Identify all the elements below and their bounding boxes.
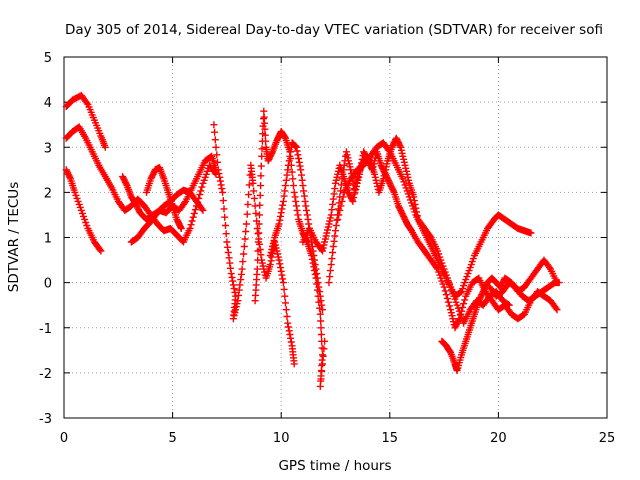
y-tick-label: 3 xyxy=(44,141,52,156)
y-tick-label: 1 xyxy=(44,232,52,247)
trace-2 xyxy=(62,123,220,246)
x-tick-label: 25 xyxy=(599,431,616,446)
x-tick-label: 5 xyxy=(168,431,176,446)
trace-3 xyxy=(62,166,105,255)
x-tick-label: 15 xyxy=(382,431,399,446)
y-tick-label: -1 xyxy=(39,322,52,337)
trace-7 xyxy=(210,121,298,368)
trace-14 xyxy=(486,279,563,305)
y-tick-label: 5 xyxy=(44,51,52,66)
y-tick-label: 4 xyxy=(44,96,52,111)
trace-13 xyxy=(438,256,561,375)
x-tick-label: 20 xyxy=(490,431,507,446)
series-markers xyxy=(251,107,329,390)
grid-lines xyxy=(64,57,607,418)
trace-8 xyxy=(251,107,329,390)
y-tick-label: -3 xyxy=(39,412,52,427)
trace-12 xyxy=(334,139,535,300)
series-markers xyxy=(62,123,220,246)
trace-6 xyxy=(143,164,185,232)
y-tick-label: 2 xyxy=(44,186,52,201)
y-axis-label: SDTVAR / TECUs xyxy=(6,182,22,292)
series-markers xyxy=(62,166,105,255)
series-markers xyxy=(438,256,561,375)
series-markers xyxy=(62,91,109,151)
y-tick-label: -2 xyxy=(39,367,52,382)
series-markers xyxy=(325,148,561,332)
series-markers xyxy=(266,139,326,314)
series-markers xyxy=(143,164,185,232)
x-axis-label: GPS time / hours xyxy=(278,458,391,474)
x-tick-label: 0 xyxy=(60,431,68,446)
series-markers xyxy=(486,279,563,305)
series-markers xyxy=(210,121,298,368)
trace-9 xyxy=(266,139,326,314)
chart-title: Day 305 of 2014, Sidereal Day-to-day VTE… xyxy=(65,22,603,38)
tick-labels: 0 5 10 15 20 25 -3 -2 -1 0 1 2 3 4 5 xyxy=(39,51,615,446)
series-markers xyxy=(334,139,535,300)
data-series xyxy=(62,91,563,390)
y-tick-label: 0 xyxy=(44,277,52,292)
trace-1 xyxy=(62,91,109,151)
x-tick-label: 10 xyxy=(273,431,290,446)
trace-11 xyxy=(325,148,561,332)
axis-ticks xyxy=(63,56,608,419)
